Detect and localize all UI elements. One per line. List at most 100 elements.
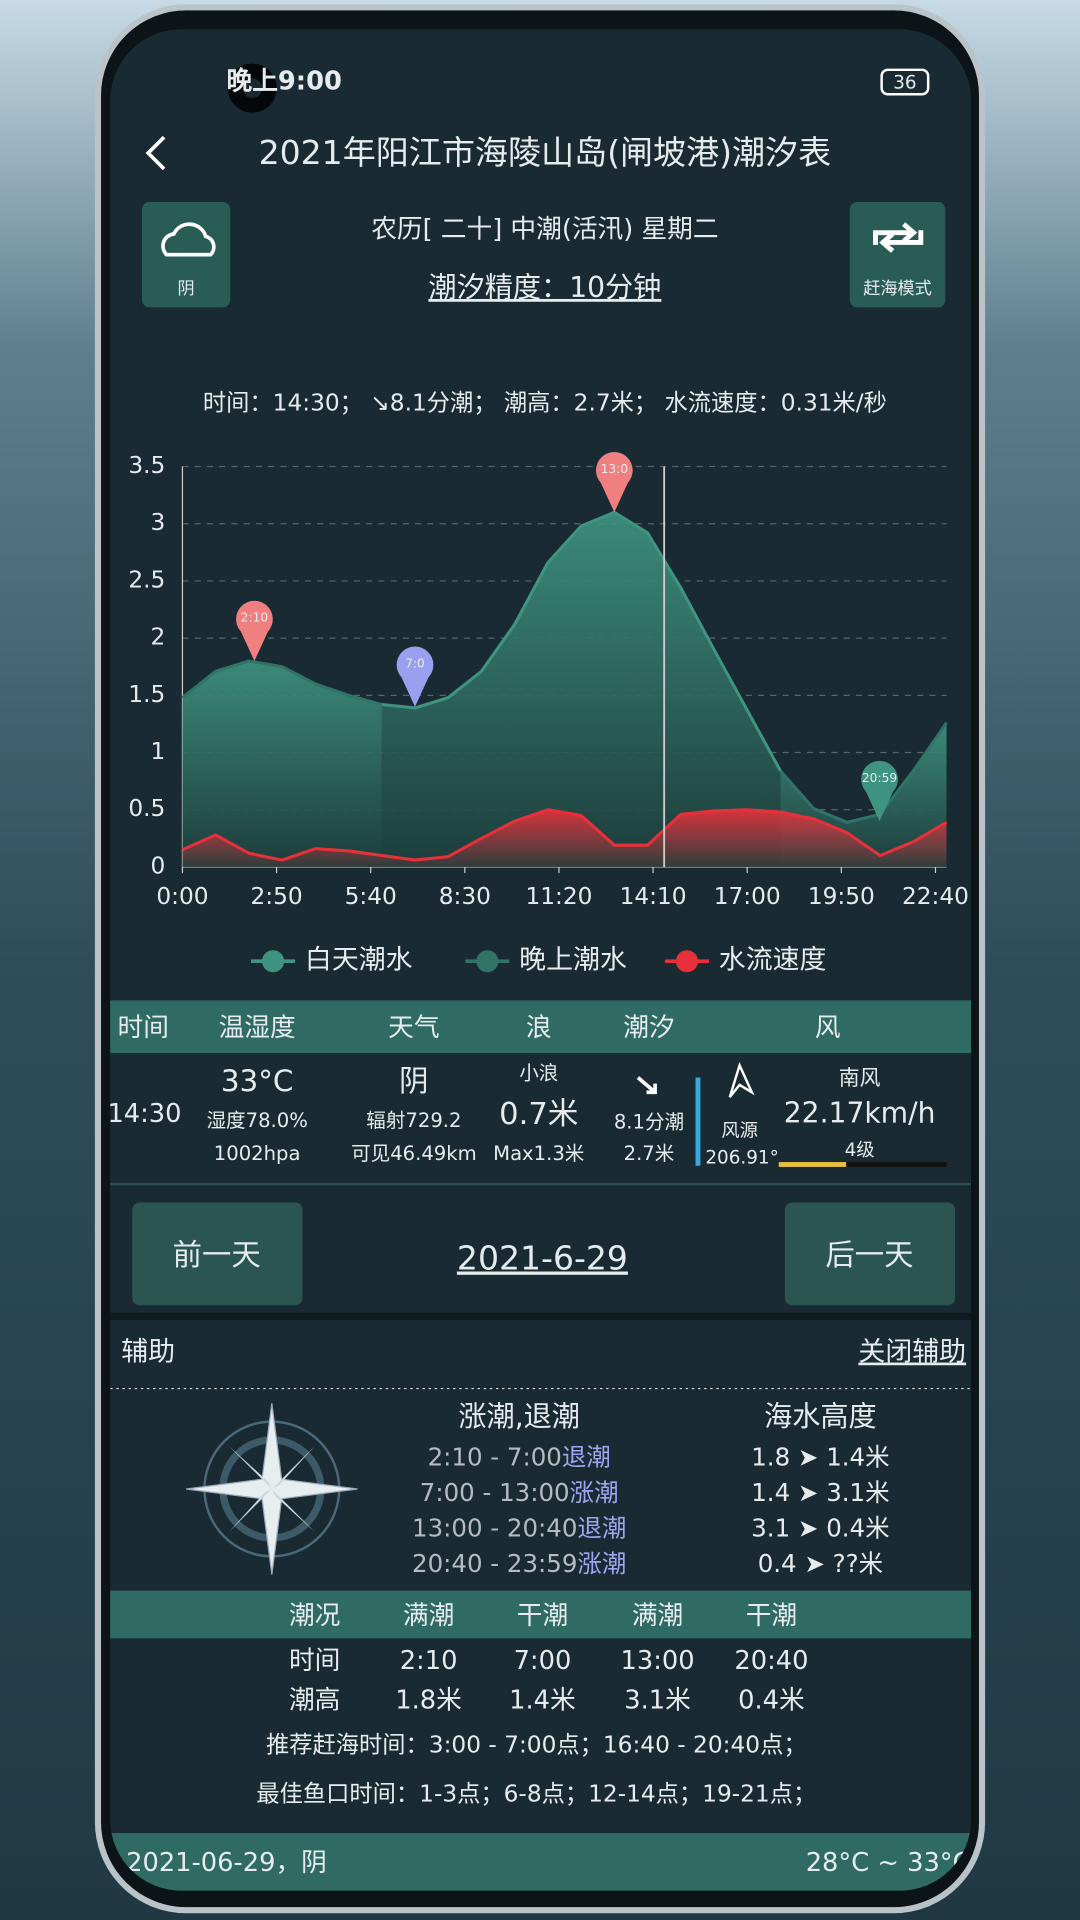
line <box>181 808 948 862</box>
table-header: 时间 <box>118 1013 169 1043</box>
tide-table-cell: 1.8米 <box>395 1685 462 1715</box>
footer-temp: 28°C ~ 33°C <box>806 1848 971 1878</box>
cell-pressure: 1002hpa <box>214 1142 301 1165</box>
cell-wind-deg: 206.91° <box>705 1147 778 1168</box>
pin-label: 20:59 <box>862 771 897 785</box>
line <box>181 659 383 706</box>
period-time: 20:40 - 23:59 <box>412 1549 577 1578</box>
area <box>381 512 781 867</box>
pin <box>236 600 273 662</box>
period: 2:10 - 7:00退潮 <box>428 1442 611 1471</box>
y-tick-label: 0 <box>151 852 166 879</box>
pin-label: 7:0 <box>405 656 425 670</box>
period-height: 3.1 ➤ 0.4米 <box>751 1513 889 1542</box>
tide-table-cell: 0.4米 <box>738 1685 805 1715</box>
assist-label: 辅助 <box>121 1337 175 1368</box>
next-label[interactable]: 后一天 <box>825 1238 913 1272</box>
cell-wind-dir: 南风 <box>839 1066 881 1090</box>
x-tick-label: 5:40 <box>345 883 397 910</box>
wind-bar <box>778 1162 947 1167</box>
period-kind: 退潮 <box>577 1513 626 1542</box>
cell-wind-source: 风源 <box>721 1120 758 1141</box>
tide-table-header: 干潮 <box>746 1601 797 1631</box>
tide-header: 涨潮,退潮 <box>458 1400 580 1433</box>
pin-label: 2:10 <box>241 611 268 625</box>
tide-table-header: 干潮 <box>517 1601 568 1631</box>
legend-label: 水流速度 <box>719 945 827 976</box>
cell-tide: 8.1分潮 <box>614 1110 684 1133</box>
cell-humidity: 湿度78.0% <box>206 1109 307 1132</box>
best-time: 最佳鱼口时间：1-3点；6-8点；12-14点；19-21点； <box>256 1781 816 1808</box>
cell-weather: 阴 <box>399 1064 428 1098</box>
cell-time: 14:30 <box>107 1099 181 1129</box>
period-kind: 退潮 <box>562 1442 611 1471</box>
y-tick-label: 1.5 <box>128 681 165 708</box>
area <box>182 809 947 867</box>
x-tick-label: 19:50 <box>808 883 875 910</box>
cell-visibility: 可见46.49km <box>351 1142 477 1165</box>
tide-table-cell: 2:10 <box>400 1646 458 1676</box>
tide-arrow <box>636 1076 657 1095</box>
table-header: 浪 <box>526 1013 552 1043</box>
x-tick-label: 22:40 <box>902 883 969 910</box>
tide-table-cell: 时间 <box>289 1646 340 1676</box>
divider <box>110 1312 972 1320</box>
prev-button[interactable] <box>132 1202 303 1306</box>
tide-table-header: 满潮 <box>403 1601 454 1631</box>
recommend: 推荐赶海时间：3:00 - 7:00点；16:40 - 20:40点； <box>266 1732 807 1759</box>
y-tick-label: 3.5 <box>128 452 165 479</box>
battery-icon <box>880 68 930 96</box>
mode-button[interactable] <box>849 202 946 308</box>
x-tick-label: 8:30 <box>439 883 491 910</box>
table-header: 潮汐 <box>623 1013 674 1043</box>
prev-label[interactable]: 前一天 <box>173 1238 261 1272</box>
period-kind: 涨潮 <box>570 1478 619 1507</box>
table-header-band <box>110 1000 972 1054</box>
cell-wave-max: Max1.3米 <box>493 1142 584 1165</box>
battery-level: 36 <box>893 72 916 93</box>
x-tick-label: 11:20 <box>525 883 592 910</box>
cell-wave: 0.7米 <box>499 1097 578 1132</box>
x-tick-label: 2:50 <box>250 883 302 910</box>
period-height: 1.8 ➤ 1.4米 <box>751 1442 889 1471</box>
y-tick-label: 2.5 <box>128 566 165 593</box>
pin <box>595 452 633 513</box>
cell-wave-type: 小浪 <box>519 1061 558 1084</box>
back-button[interactable] <box>145 135 166 171</box>
legend-label: 白天潮水 <box>305 945 413 976</box>
next-button[interactable] <box>784 1202 956 1306</box>
period-time: 7:00 - 13:00 <box>420 1478 570 1507</box>
table-header: 温湿度 <box>219 1013 296 1043</box>
tide-table-cell: 1.4米 <box>509 1685 576 1715</box>
legend-marker <box>476 950 499 973</box>
mode-label: 赶海模式 <box>863 279 932 299</box>
wind-bar-level <box>778 1162 847 1167</box>
cell-wind-speed: 22.17km/h <box>784 1096 936 1129</box>
cell-radiation: 辐射729.2 <box>366 1109 461 1132</box>
footer-band <box>110 1833 972 1891</box>
repeat-icon <box>873 222 924 253</box>
precision-link[interactable]: 潮汐精度：10分钟 <box>428 271 661 304</box>
y-tick-label: 1 <box>151 738 166 765</box>
x-tick-label: 17:00 <box>714 883 781 910</box>
y-tick-label: 2 <box>151 624 166 651</box>
date-link[interactable]: 2021-6-29 <box>457 1239 628 1278</box>
pin-label: 13:0 <box>601 462 628 476</box>
pin <box>861 760 898 822</box>
tide-table-cell: 3.1米 <box>624 1685 691 1715</box>
x-tick-label: 14:10 <box>620 883 687 910</box>
tide-table-cell: 7:00 <box>514 1646 572 1676</box>
cell-tide-height: 2.7米 <box>624 1142 675 1165</box>
period-kind: 涨潮 <box>577 1549 626 1578</box>
period-time: 2:10 - 7:00 <box>428 1442 562 1471</box>
period-height: 0.4 ➤ ??米 <box>758 1549 883 1578</box>
page-title: 2021年阳江市海陵山岛(闸坡港)潮汐表 <box>259 133 832 172</box>
legend-marker <box>262 950 285 973</box>
tide-table-cell: 潮高 <box>289 1685 340 1715</box>
tide-table-header: 潮况 <box>289 1601 340 1631</box>
tide-table-band <box>110 1590 972 1639</box>
period-height: 1.4 ➤ 3.1米 <box>751 1478 889 1507</box>
assist-close[interactable]: 关闭辅助 <box>858 1337 966 1368</box>
